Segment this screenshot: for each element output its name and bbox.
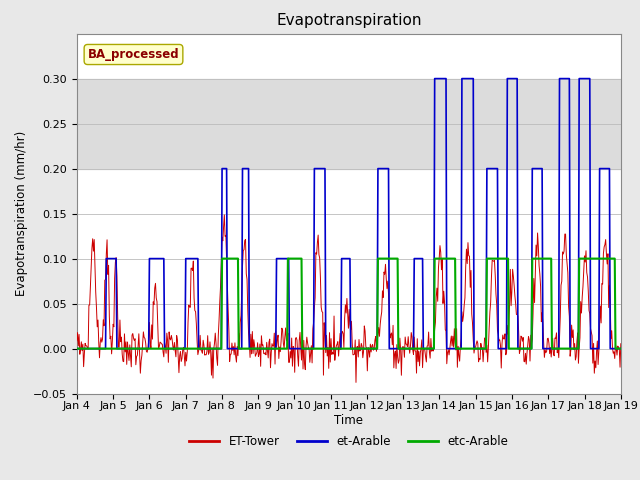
et-Arable [83,346,90,351]
Text: BA_processed: BA_processed [88,48,179,61]
ET-Tower [139,341,147,347]
ET-Tower [83,343,90,349]
ET-Tower [194,352,202,358]
Y-axis label: Evapotranspiration (mm/hr): Evapotranspiration (mm/hr) [15,131,28,296]
etc-Arable [73,346,81,351]
ET-Tower [221,212,228,218]
ET-Tower [352,380,360,385]
Bar [77,79,621,168]
etc-Arable [223,256,231,262]
etc-Arable [194,346,202,351]
ET-Tower [433,294,440,300]
et-Arable [431,76,439,82]
ET-Tower [73,338,81,344]
Legend: ET-Tower, et-Arable, etc-Arable: ET-Tower, et-Arable, etc-Arable [185,430,513,453]
et-Arable [415,256,422,262]
Line: et-Arable: et-Arable [77,79,621,348]
etc-Arable [431,256,439,262]
Line: ET-Tower: ET-Tower [77,215,621,383]
Title: Evapotranspiration: Evapotranspiration [276,13,422,28]
et-Arable [194,256,202,262]
ET-Tower [417,350,424,356]
ET-Tower [617,341,625,347]
etc-Arable [218,256,226,262]
Line: etc-Arable: etc-Arable [77,259,621,348]
etc-Arable [416,346,424,351]
etc-Arable [83,346,90,351]
et-Arable [73,346,81,351]
etc-Arable [617,346,625,351]
etc-Arable [139,346,147,351]
et-Arable [223,166,230,171]
et-Arable [139,346,147,351]
X-axis label: Time: Time [334,414,364,427]
et-Arable [617,346,625,351]
et-Arable [431,76,438,82]
ET-Tower [223,287,231,293]
